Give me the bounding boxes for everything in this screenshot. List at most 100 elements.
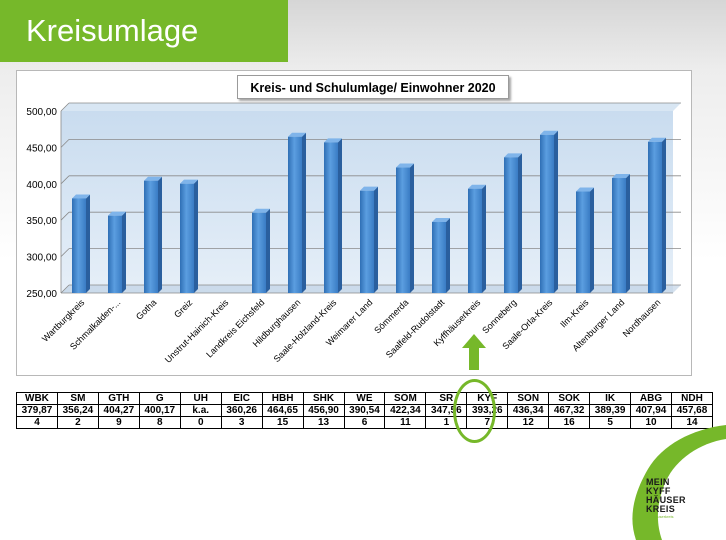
table-cell-value: 422,34 [384,404,427,417]
bar-top [648,137,666,142]
table-cell-rank: 2 [56,416,99,429]
bar-front [360,190,374,293]
bar [324,138,342,293]
bar-side [662,137,666,293]
table-cell-value: 407,94 [630,404,672,417]
bar-front [72,198,86,293]
bar-top [396,163,414,168]
gridline-depth [60,248,70,257]
logo: MEIN KYFF HÄUSER KREIS Kyffhäuserkreis [646,478,716,520]
bar-side [266,208,270,293]
table-cell-rank: 4 [16,416,58,429]
gridline-depth [60,175,70,185]
bar-side [302,132,306,293]
bar-top [324,138,342,143]
bar-front [612,178,626,293]
bar [612,174,630,293]
y-tick-label: 450,00 [26,143,57,154]
table-cell-code: WE [343,392,386,405]
table-cell-rank: 16 [548,416,591,429]
x-tick-label: Gotha [134,297,158,321]
bar [648,137,666,293]
bar-side [374,186,378,293]
bar-side [86,194,90,293]
bar-top [288,132,306,137]
table-cell-value: 390,54 [343,404,386,417]
bar-top [144,176,162,181]
bar-side [518,153,522,293]
table-cell-value: 464,65 [261,404,304,417]
table-cell-code: SÖM [384,392,427,405]
y-tick-label: 400,00 [26,180,57,191]
table-cell-rank: 9 [97,416,140,429]
x-tick-label: Sömmerda [372,297,410,335]
table-row-codes: WBK SM GTH G UH EIC HBH SHK WE SÖM SR KYF SON SOK IK AB… [16,392,713,405]
bar-top [360,186,378,191]
slide-title: Kreisumlage [0,0,288,62]
bar [108,211,126,293]
table-cell-rank: 15 [261,416,304,429]
table-cell-rank: 6 [343,416,386,429]
table-cell-value: 389,39 [589,404,632,417]
bar [144,176,162,293]
bar-side [554,130,558,293]
logo-tagline: Kyffhäuserkreis [646,514,674,519]
bar-side [446,217,450,293]
bar-side [122,211,126,293]
bar [72,194,90,293]
x-tick-label: Greiz [172,297,195,320]
data-table: WBK SM GTH G UH EIC HBH SHK WE SÖM SR KYF SON SOK IK AB… [16,392,713,429]
bar [288,132,306,293]
bar [504,153,522,293]
bar-top [252,208,270,213]
bar-top [432,217,450,222]
bar-top [504,153,522,158]
table-cell-rank: 11 [384,416,427,429]
bar-front [504,157,518,293]
bar-top [72,194,90,199]
bar [180,179,198,293]
y-tick-label: 350,00 [26,216,57,227]
logo-line-1: MEIN [646,477,670,487]
plot-back-wall [61,103,681,111]
bar-front [648,141,662,293]
bar-front [180,183,194,293]
table-cell-value: 436,34 [507,404,550,417]
bar-front [288,136,302,293]
bar-side [410,163,414,293]
bar-front [108,215,122,293]
gridline-depth [60,139,70,148]
bar-front [468,188,482,293]
bar-front [252,212,266,293]
bar-front [396,167,410,293]
table-cell-code: SOK [548,392,591,405]
bar [540,130,558,293]
table-cell-value: 400,17 [138,404,181,417]
table-cell-rank: 8 [138,416,181,429]
x-tick-label: Nordhausen [621,297,663,339]
table-cell-rank: 3 [220,416,263,429]
logo-line-3: HÄUSER [646,495,686,505]
bar-front [144,180,158,293]
bar-top [468,184,486,189]
decorative-swoosh [632,425,726,540]
table-cell-code: EIC [220,392,263,405]
y-tick-label: 300,00 [26,253,57,264]
x-tick-label: Sonneberg [480,297,518,335]
bar [432,217,450,293]
table-cell-rank: 12 [507,416,550,429]
table-cell-value: 356,24 [56,404,99,417]
logo-line-2: KYFF [646,486,671,496]
bar-front [324,142,338,293]
bar-side [626,174,630,293]
bar [252,208,270,293]
bar-front [432,221,446,293]
bar-top [612,174,630,179]
table-cell-code: GTH [97,392,140,405]
table-cell-rank: 0 [179,416,222,429]
arrow-up-icon [462,334,486,370]
table-cell-code: UH [179,392,222,405]
logo-line-4: KREIS [646,504,676,514]
bar-side [338,138,342,293]
